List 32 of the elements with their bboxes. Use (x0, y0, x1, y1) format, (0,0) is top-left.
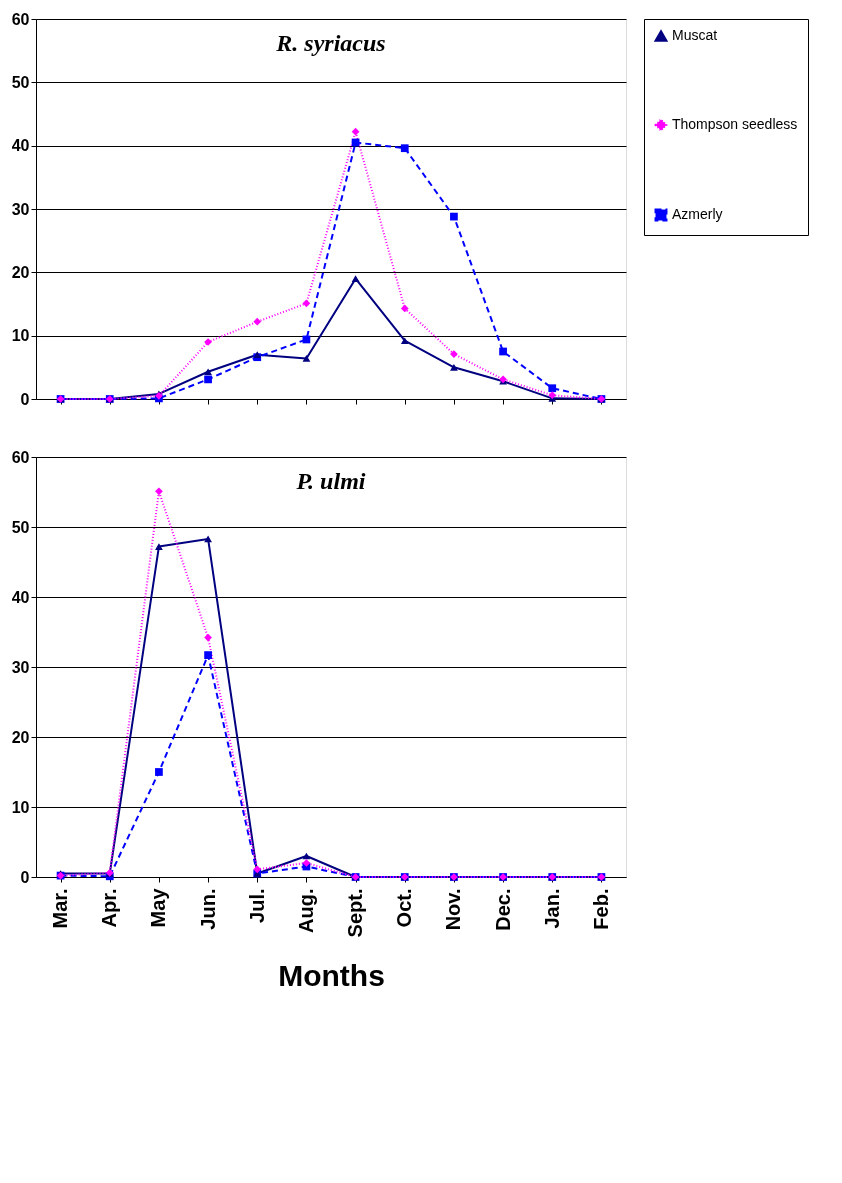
y-tick-label: 0 (20, 868, 30, 886)
x-tick-label: Sept. (344, 888, 367, 938)
legend-label: Muscat (672, 27, 718, 43)
x-tick-label: Jan. (540, 888, 563, 929)
x-tick-label: Apr. (98, 888, 121, 928)
x-axis-title: Months (278, 959, 385, 993)
y-tick-label: 20 (11, 728, 30, 746)
x-tick-label: Dec. (491, 888, 514, 931)
y-tick-label: 60 (11, 10, 30, 28)
y-tick-label: 50 (11, 73, 30, 91)
chart-title: R. syriacus (275, 30, 386, 56)
x-tick-label: Nov. (442, 888, 465, 931)
legend-label: Azmerly (672, 206, 723, 222)
y-tick-label: 10 (11, 327, 30, 345)
y-tick-label: 40 (11, 588, 30, 606)
x-tick-label: Feb. (589, 888, 612, 930)
y-tick-label: 30 (11, 658, 30, 676)
x-tick-label: May (147, 887, 170, 928)
legend-label: Thompson seedless (672, 116, 798, 132)
y-tick-label: 30 (11, 200, 30, 218)
chart-title: P. ulmi (295, 468, 366, 494)
y-tick-label: 20 (11, 263, 30, 281)
x-tick-label: Jul. (245, 888, 268, 923)
y-tick-label: 50 (11, 518, 30, 536)
x-tick-label: Jun. (196, 888, 219, 930)
y-tick-label: 60 (11, 448, 30, 466)
x-tick-label: Mar. (49, 888, 72, 929)
y-tick-label: 0 (20, 390, 30, 408)
x-tick-label: Oct. (393, 888, 416, 928)
y-tick-label: 10 (11, 798, 30, 816)
x-tick-label: Aug. (294, 888, 317, 933)
y-tick-label: 40 (11, 137, 30, 155)
